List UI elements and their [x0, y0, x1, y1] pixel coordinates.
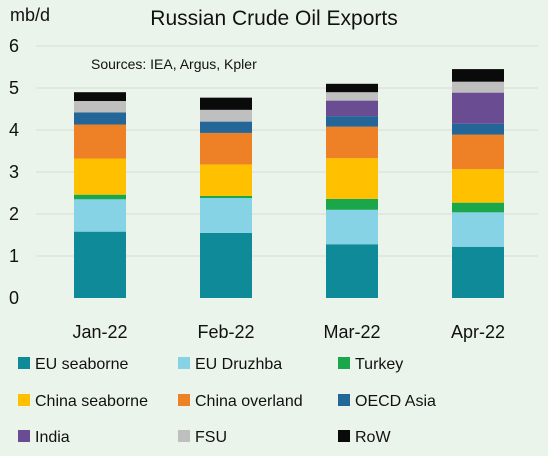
y-tick-label: 2 — [9, 204, 19, 224]
legend-swatch — [178, 394, 190, 406]
bar-segment-china-seaborne — [452, 169, 504, 203]
bars — [74, 69, 504, 298]
bar-segment-fsu — [200, 109, 252, 122]
y-tick-label: 0 — [9, 288, 19, 308]
bar-segment-turkey — [74, 194, 126, 200]
y-tick-label: 1 — [9, 246, 19, 266]
bar-segment-china-seaborne — [200, 164, 252, 196]
bar-segment-row — [326, 83, 378, 93]
bar-segment-fsu — [326, 92, 378, 101]
legend-label: RoW — [355, 429, 391, 446]
bar-segment-china-overland — [200, 132, 252, 165]
legend-label: FSU — [195, 429, 227, 446]
bar-segment-turkey — [452, 202, 504, 213]
bar-segment-china-overland — [74, 124, 126, 159]
bar-segment-oecd-asia — [200, 121, 252, 133]
bar-segment-turkey — [326, 198, 378, 210]
y-tick-label: 5 — [9, 78, 19, 98]
bar-segment-eu-seaborne — [74, 231, 126, 298]
bar-segment-eu-seaborne — [200, 232, 252, 298]
bar-segment-eu-druzhba — [452, 212, 504, 247]
bar-segment-eu-druzhba — [200, 198, 252, 233]
y-tick-label: 6 — [9, 36, 19, 56]
legend-label: Turkey — [355, 356, 403, 373]
legend-swatch — [338, 430, 350, 442]
legend-swatch — [178, 357, 190, 369]
bar-segment-china-overland — [326, 126, 378, 159]
legend-label: EU Druzhba — [195, 356, 282, 373]
y-tick-label: 3 — [9, 162, 19, 182]
bar-segment-fsu — [452, 81, 504, 93]
bar-segment-china-seaborne — [326, 158, 378, 199]
legend-label: China overland — [195, 393, 303, 410]
legend-label: OECD Asia — [355, 393, 436, 410]
bar-segment-china-seaborne — [74, 158, 126, 195]
x-tick-label: Apr-22 — [451, 322, 505, 342]
y-tick-label: 4 — [9, 120, 19, 140]
bar-segment-eu-seaborne — [326, 244, 378, 298]
bar-segment-oecd-asia — [74, 112, 126, 125]
legend-swatch — [18, 430, 30, 442]
legend-swatch — [338, 394, 350, 406]
x-axis-ticks: Jan-22 Feb-22 Mar-22 Apr-22 — [72, 322, 505, 342]
bar-segment-india — [326, 100, 378, 117]
source-note: Sources: IEA, Argus, Kpler — [91, 56, 257, 72]
bar-segment-row — [200, 97, 252, 110]
y-axis-label: mb/d — [10, 5, 50, 25]
legend-swatch — [338, 357, 350, 369]
legend-label: China seaborne — [35, 393, 148, 410]
x-tick-label: Jan-22 — [72, 322, 127, 342]
x-tick-label: Mar-22 — [323, 322, 380, 342]
y-axis-ticks: 0 1 2 3 4 5 6 — [9, 36, 19, 308]
legend-label: EU seaborne — [35, 356, 128, 373]
bar-segment-china-overland — [452, 134, 504, 170]
legend-swatch — [18, 357, 30, 369]
legend-swatch — [178, 430, 190, 442]
bar-segment-fsu — [74, 101, 126, 113]
bar-segment-turkey — [200, 195, 252, 199]
bar-segment-eu-druzhba — [74, 199, 126, 232]
bar-segment-eu-seaborne — [452, 246, 504, 298]
legend: EU seaborne EU Druzhba Turkey China seaborn… — [18, 356, 436, 446]
bar-segment-eu-druzhba — [326, 209, 378, 245]
legend-swatch — [18, 394, 30, 406]
bar-segment-oecd-asia — [326, 116, 378, 127]
bar-segment-row — [74, 92, 126, 102]
bar-segment-row — [452, 69, 504, 82]
chart-title: Russian Crude Oil Exports — [150, 7, 397, 30]
x-tick-label: Feb-22 — [197, 322, 254, 342]
bar-segment-oecd-asia — [452, 123, 504, 135]
legend-label: India — [35, 429, 70, 446]
bar-segment-india — [452, 92, 504, 124]
